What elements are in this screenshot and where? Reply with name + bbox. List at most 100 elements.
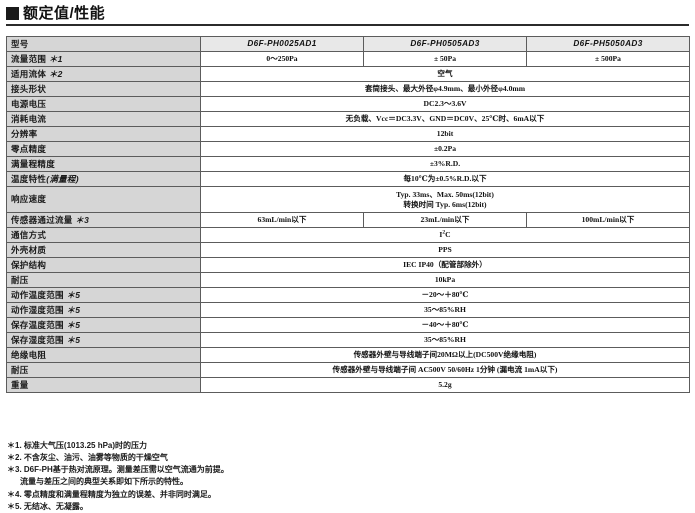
table-row: 接头形状 套筒接头、最大外径φ4.9mm、最小外径φ4.0mm [6, 81, 690, 97]
model-cell-2: D6F-PH0505AD3 [363, 36, 527, 52]
table-row: 保护结构 IEC IP40（配管部除外） [6, 257, 690, 273]
value-cell: －20～＋80℃ [200, 287, 690, 303]
row-label-note: (满量程) [46, 173, 79, 184]
row-label: 动作湿度范围 ＊5 [6, 302, 201, 318]
row-label-text: 温度特性 [11, 173, 47, 184]
value-cell: 63mL/min以下 [200, 212, 364, 228]
row-label: 接头形状 [6, 81, 201, 97]
row-label: 型号 [6, 36, 201, 52]
value-cell: 5.2g [200, 377, 690, 393]
value-cell: ±3%R.D. [200, 156, 690, 172]
footnote-5: ＊5. 无结冰、无凝露。 [7, 501, 527, 513]
model-cell-1: D6F-PH0025AD1 [200, 36, 364, 52]
row-label-text: 传感器通过流量 [11, 214, 73, 225]
value-cell: Typ. 33ms、Max. 50ms(12bit) 转换时间 Typ. 6ms… [200, 186, 690, 213]
footnote-2: ＊2. 不含灰尘、油污、油雾等物质的干燥空气 [7, 452, 527, 464]
row-label: 通信方式 [6, 227, 201, 243]
table-row: 型号 D6F-PH0025AD1 D6F-PH0505AD3 D6F-PH505… [6, 36, 690, 52]
specifications-table: 型号 D6F-PH0025AD1 D6F-PH0505AD3 D6F-PH505… [6, 36, 690, 393]
value-cell: 35～85%RH [200, 302, 690, 318]
table-row: 适用流体 ＊2 空气 [6, 66, 690, 82]
row-label-note: ＊5 [66, 319, 81, 330]
footnote-mark: ＊5. [7, 501, 22, 511]
table-row: 重量 5.2g [6, 377, 690, 393]
square-bullet-icon [6, 7, 19, 20]
value-cell: 空气 [200, 66, 690, 82]
value-cell: 23mL/min以下 [363, 212, 527, 228]
table-row: 外壳材质 PPS [6, 242, 690, 258]
table-row: 流量范围 ＊1 0～250Pa ± 50Pa ± 500Pa [6, 51, 690, 67]
footnote-text: 零点精度和满量程精度为独立的误差、并非同时满足。 [23, 489, 216, 499]
value-cell: PPS [200, 242, 690, 258]
footnote-text: D6F-PH基于热对流原理。测量差压需以空气流通为前提。 [23, 465, 229, 475]
row-label: 保护结构 [6, 257, 201, 273]
section-heading: 额定值/性能 [6, 6, 689, 26]
footnote-3-continuation: 流量与差压之间的典型关系即如下所示的特性。 [20, 477, 188, 487]
value-cell: 35～85%RH [200, 332, 690, 348]
value-cell: DC2.3～3.6V [200, 96, 690, 112]
row-label-text: 保存温度范围 [11, 319, 64, 330]
row-label-note: ＊3 [75, 214, 90, 225]
table-body: 型号 D6F-PH0025AD1 D6F-PH0505AD3 D6F-PH505… [6, 36, 690, 393]
value-cell: ± 500Pa [526, 51, 690, 67]
table-row: 传感器通过流量 ＊3 63mL/min以下 23mL/min以下 100mL/m… [6, 212, 690, 228]
footnote-mark: ＊2. [7, 453, 22, 463]
row-label-note: ＊5 [66, 304, 81, 315]
row-label: 保存温度范围 ＊5 [6, 317, 201, 333]
value-line-1: Typ. 33ms、Max. 50ms(12bit) [396, 190, 494, 200]
row-label: 保存湿度范围 ＊5 [6, 332, 201, 348]
row-label: 满量程精度 [6, 156, 201, 172]
value-cell: －40～＋80℃ [200, 317, 690, 333]
table-row: 动作温度范围 ＊5 －20～＋80℃ [6, 287, 690, 303]
footnote-text: 标准大气压(1013.25 hPa)时的压力 [23, 441, 148, 450]
footnote-text: 无结冰、无凝露。 [23, 501, 88, 511]
footnote-4: ＊4. 零点精度和满量程精度为独立的误差、并非同时满足。 [7, 489, 527, 501]
value-cell: 传感器外壁与导线端子间 AC500V 50/60Hz 1分钟 (漏电流 1mA以… [200, 362, 690, 378]
row-label-note: ＊5 [66, 289, 81, 300]
table-row: 响应速度 Typ. 33ms、Max. 50ms(12bit) 转换时间 Typ… [6, 186, 690, 213]
row-label-text: 适用流体 [11, 68, 47, 79]
table-row: 零点精度 ±0.2Pa [6, 141, 690, 157]
i2c-tail: C [445, 230, 451, 240]
table-row: 耐压 传感器外壁与导线端子间 AC500V 50/60Hz 1分钟 (漏电流 1… [6, 362, 690, 378]
row-label: 零点精度 [6, 141, 201, 157]
row-label: 绝缘电阻 [6, 347, 201, 363]
value-cell: 10kPa [200, 272, 690, 288]
row-label: 响应速度 [6, 186, 201, 213]
row-label: 分辨率 [6, 126, 201, 142]
table-row: 通信方式 I2C [6, 227, 690, 243]
row-label-text: 流量范围 [11, 53, 47, 64]
footnote-1: ＊1. 标准大气压(1013.25 hPa)时的压力 [7, 440, 527, 452]
value-cell: 无负载、Vcc＝DC3.3V、GND＝DC0V、25℃时、6mA以下 [200, 111, 690, 127]
footnote-mark: ＊4. [7, 489, 22, 499]
row-label-note: ＊1 [48, 53, 63, 64]
row-label: 流量范围 ＊1 [6, 51, 201, 67]
row-label: 耐压 [6, 272, 201, 288]
value-cell: ±0.2Pa [200, 141, 690, 157]
footnote-3: ＊3. D6F-PH基于热对流原理。测量差压需以空气流通为前提。 [7, 464, 527, 476]
row-label-note: ＊5 [66, 334, 81, 345]
row-label-text: 保存湿度范围 [11, 334, 64, 345]
value-cell: IEC IP40（配管部除外） [200, 257, 690, 273]
table-row: 满量程精度 ±3%R.D. [6, 156, 690, 172]
value-cell: 传感器外壁与导线端子间20MΩ以上(DC500V绝缘电阻) [200, 347, 690, 363]
table-row: 保存温度范围 ＊5 －40～＋80℃ [6, 317, 690, 333]
value-cell: 套筒接头、最大外径φ4.9mm、最小外径φ4.0mm [200, 81, 690, 97]
value-cell: I2C [200, 227, 690, 243]
i2c-base: I [439, 230, 443, 240]
i2c-superscript: 2 [442, 229, 446, 236]
value-line-2: 转换时间 Typ. 6ms(12bit) [403, 199, 487, 209]
table-row: 保存湿度范围 ＊5 35～85%RH [6, 332, 690, 348]
row-label: 重量 [6, 377, 201, 393]
value-cell: 每10℃为±0.5%R.D.以下 [200, 171, 690, 187]
value-cell: 100mL/min以下 [526, 212, 690, 228]
table-row: 耐压 10kPa [6, 272, 690, 288]
model-cell-3: D6F-PH5050AD3 [526, 36, 690, 52]
table-row: 绝缘电阻 传感器外壁与导线端子间20MΩ以上(DC500V绝缘电阻) [6, 347, 690, 363]
heading-divider [6, 24, 689, 26]
row-label: 传感器通过流量 ＊3 [6, 212, 201, 228]
value-cell: 0～250Pa [200, 51, 364, 67]
row-label: 电源电压 [6, 96, 201, 112]
value-cell: 12bit [200, 126, 690, 142]
